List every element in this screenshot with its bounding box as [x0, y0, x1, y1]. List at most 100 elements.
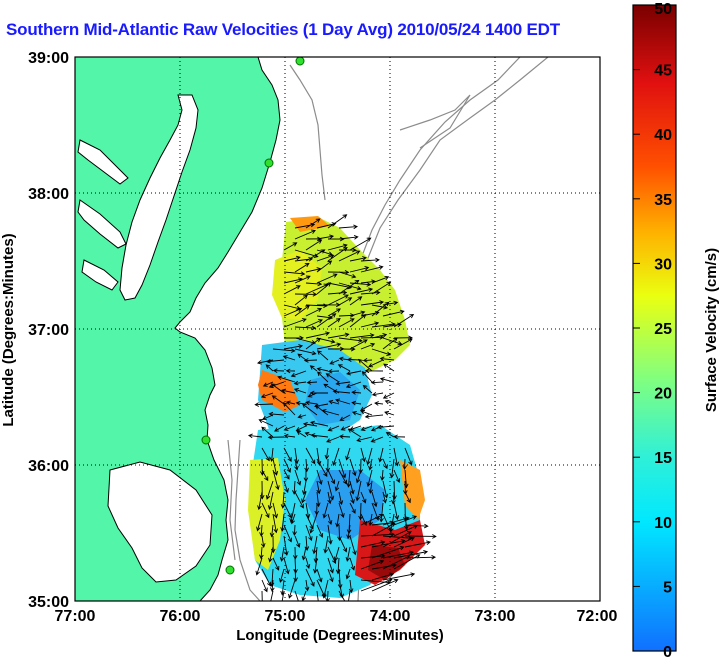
- velocity-arrow: [317, 350, 329, 361]
- velocity-arrow: [349, 296, 363, 306]
- velocity-arrow: [267, 434, 285, 440]
- velocity-arrow: [360, 491, 367, 504]
- bay-inlet-1: [77, 139, 129, 185]
- velocity-arrow: [272, 469, 280, 491]
- velocity-arrow: [362, 384, 373, 394]
- velocity-arrow: [345, 568, 351, 580]
- velocity-arrow: [349, 266, 370, 273]
- velocity-arrow: [371, 275, 390, 284]
- velocity-arrow: [337, 364, 351, 372]
- velocity-arrow: [348, 590, 351, 601]
- velocity-arrow: [316, 367, 329, 372]
- velocity-arrow: [316, 568, 323, 583]
- velocity-arrow: [384, 399, 395, 405]
- velocity-arrow: [404, 534, 437, 539]
- velocity-arrow: [321, 409, 340, 416]
- velocity-arrow: [261, 579, 268, 593]
- velocity-arrow: [338, 279, 360, 295]
- velocity-arrow: [404, 491, 411, 504]
- x-tick-label: 72:00: [577, 608, 618, 625]
- velocity-arrow: [316, 480, 321, 495]
- velocity-arrow: [393, 549, 429, 559]
- velocity-arrow: [259, 546, 264, 560]
- velocity-arrow: [282, 355, 296, 361]
- velocity-arrow: [310, 433, 329, 438]
- velocity-arrow: [356, 436, 373, 443]
- velocity-arrow: [345, 546, 351, 562]
- velocity-arrow: [305, 447, 316, 465]
- velocity-arrow: [280, 491, 286, 509]
- velocity-arrow: [338, 469, 347, 485]
- velocity-arrow: [266, 359, 285, 364]
- colorbar-tick-label: 35: [654, 192, 672, 209]
- velocity-arrow: [345, 447, 351, 461]
- chesapeake-bay: [119, 94, 199, 301]
- velocity-arrow: [349, 282, 372, 287]
- velocity-arrow: [261, 426, 274, 438]
- velocity-arrow: [382, 480, 389, 499]
- velocity-arrow: [391, 491, 396, 505]
- velocity-arrow: [294, 469, 302, 486]
- y-tick-label: 38:00: [28, 186, 69, 203]
- velocity-arrow: [366, 469, 373, 488]
- velocity-arrow: [393, 502, 400, 521]
- velocity-arrow: [316, 469, 323, 485]
- velocity-arrow: [360, 425, 373, 432]
- velocity-arrow: [292, 524, 297, 536]
- velocity-arrow: [338, 590, 348, 601]
- velocity-arrow: [360, 409, 373, 416]
- velocity-arrow: [306, 380, 318, 385]
- velocity-arrow: [404, 554, 437, 560]
- velocity-arrow: [301, 403, 318, 416]
- y-tick-label: 35:00: [28, 594, 69, 611]
- velocity-arrow: [382, 309, 405, 317]
- velocity-arrow: [294, 590, 299, 601]
- velocity-arrow: [379, 502, 384, 523]
- velocity-arrow: [364, 368, 384, 374]
- velocity-arrow: [316, 234, 335, 240]
- velocity-arrow: [327, 308, 341, 317]
- velocity-arrow: [282, 402, 296, 416]
- velocity-arrow: [393, 515, 417, 526]
- velocity-arrow: [351, 390, 362, 395]
- velocity-arrow: [294, 294, 308, 306]
- velocity-arrow: [335, 513, 340, 528]
- velocity-arrow: [393, 469, 401, 484]
- velocity-arrow: [382, 531, 412, 548]
- velocity-arrow: [281, 590, 285, 601]
- velocity-arrow: [305, 218, 321, 229]
- velocity-arrow: [360, 532, 396, 537]
- velocity-arrow: [325, 373, 340, 383]
- velocity-arrow: [371, 281, 392, 295]
- velocity-arrow: [371, 304, 389, 310]
- velocity-arrow: [285, 400, 296, 406]
- velocity-arrow: [371, 522, 396, 537]
- velocity-arrow: [382, 337, 398, 350]
- velocity-arrow: [389, 458, 395, 479]
- velocity-arrow: [327, 269, 350, 275]
- x-tick-label: 75:00: [265, 608, 306, 625]
- velocity-arrow: [312, 535, 318, 555]
- velocity-arrow: [379, 377, 395, 383]
- velocity-arrow: [349, 480, 355, 495]
- velocity-arrow: [304, 579, 310, 592]
- velocity-arrow: [340, 425, 351, 431]
- velocity-arrow: [382, 491, 387, 504]
- velocity-arrow: [349, 333, 375, 339]
- velocity-arrow: [283, 433, 296, 439]
- velocity-arrow: [371, 572, 395, 581]
- velocity-arrow: [307, 392, 318, 398]
- y-tick-label: 36:00: [28, 458, 69, 475]
- velocity-arrow: [269, 568, 275, 588]
- x-tick-label: 74:00: [370, 608, 411, 625]
- velocity-arrow: [254, 402, 274, 407]
- y-axis-label: Latitude (Degrees:Minutes): [0, 233, 17, 426]
- velocity-arrow: [304, 458, 309, 473]
- field-hatteras-core: [368, 545, 405, 580]
- velocity-arrow: [404, 540, 431, 548]
- colorbar-tick-label: 15: [654, 450, 672, 467]
- velocity-arrow: [309, 390, 329, 396]
- velocity-arrow: [347, 428, 362, 438]
- velocity-arrow: [309, 513, 318, 534]
- velocity-arrow: [270, 383, 285, 394]
